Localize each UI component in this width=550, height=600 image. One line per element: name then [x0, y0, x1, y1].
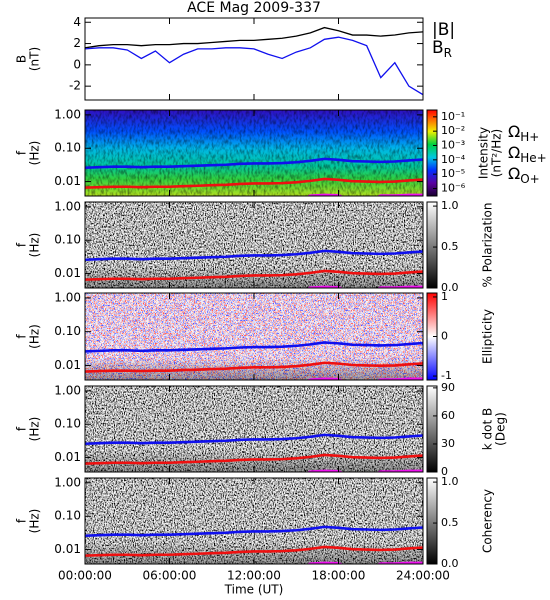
y-tick-label: 1.00 — [54, 199, 81, 213]
y-axis-label: (nT) — [28, 47, 42, 71]
colorbar-tick-label: 0 — [441, 465, 448, 478]
y-tick-label: 0 — [73, 57, 81, 71]
legend-entry: ΩO+ — [508, 164, 540, 186]
gyrofrequency-line — [85, 249, 423, 262]
colorbar-tick-label: 10⁻⁶ — [441, 182, 466, 195]
colorbar-label: k dot B — [481, 408, 495, 450]
y-axis-label: f — [15, 426, 29, 431]
colorbar-label: (Deg) — [494, 412, 508, 446]
colorbar-tick-label: 90 — [441, 381, 455, 394]
colorbar — [426, 477, 438, 565]
y-tick-label: 1.00 — [54, 383, 81, 397]
y-tick-label: 1.00 — [54, 107, 81, 121]
gyrofrequency-line — [85, 341, 423, 353]
y-tick-label: 0.10 — [54, 141, 81, 155]
colorbar — [426, 201, 438, 289]
data-line — [85, 36, 423, 96]
plot-frame — [84, 385, 424, 473]
x-tick-label: 18:00:00 — [312, 569, 366, 583]
gyrofrequency-line — [85, 361, 423, 373]
colorbar-tick-label: 0.0 — [441, 281, 459, 294]
y-axis-label: B — [15, 55, 29, 63]
y-tick-label: 0.10 — [54, 233, 81, 247]
chart-title: ACE Mag 2009-337 — [187, 0, 321, 16]
y-axis-label: (Hz) — [28, 417, 42, 442]
colorbar — [426, 109, 438, 197]
y-tick-label: 0.01 — [54, 542, 81, 556]
plot-frame — [84, 17, 424, 101]
gyrofrequency-line — [85, 453, 423, 465]
colorbar-tick-label: 0.5 — [441, 516, 459, 529]
gyrofrequency-line — [85, 177, 423, 189]
colorbar-tick-label: 0.5 — [441, 240, 459, 253]
y-axis-label: f — [15, 150, 29, 155]
x-tick-label: 06:00:00 — [143, 569, 197, 583]
colorbar-tick-label: 10⁻⁵ — [441, 167, 465, 180]
colorbar-tick-label: 10⁻³ — [441, 139, 465, 152]
y-tick-label: 0.01 — [54, 358, 81, 372]
colorbar-label: % Polarization — [481, 203, 495, 288]
colorbar — [426, 385, 438, 473]
x-tick-label: 12:00:00 — [227, 569, 281, 583]
colorbar-tick-label: 1 — [441, 290, 448, 303]
y-tick-label: 0.10 — [54, 417, 81, 431]
colorbar-tick-label: 0 — [441, 330, 448, 343]
legend-entry: ΩH+ — [508, 122, 539, 144]
plot-frame — [84, 292, 424, 381]
colorbar-tick-label: 10⁻² — [441, 124, 465, 137]
colorbar-tick-label: 1.0 — [441, 199, 459, 212]
colorbar-tick-label: 10⁻¹ — [441, 110, 465, 123]
x-tick-label: 00:00:00 — [58, 569, 112, 583]
gyrofrequency-line — [85, 525, 423, 538]
data-line — [85, 26, 423, 49]
y-tick-label: 1.00 — [54, 475, 81, 489]
colorbar-label: Intensity — [477, 127, 491, 179]
colorbar-label: (nT²/Hz) — [490, 129, 504, 177]
y-axis-label: f — [15, 518, 29, 523]
gyrofrequency-line — [85, 545, 423, 557]
legend-entry: BR — [432, 38, 452, 60]
x-tick-label: 24:00:00 — [396, 569, 450, 583]
colorbar-tick-label: -1 — [441, 369, 452, 382]
y-axis-label: (Hz) — [28, 233, 42, 258]
gyrofrequency-line — [85, 269, 423, 281]
y-axis-label: (Hz) — [28, 141, 42, 166]
colorbar-tick-label: 1.0 — [441, 475, 459, 488]
y-tick-label: 0.10 — [54, 509, 81, 523]
colorbar-label: Ellipticity — [481, 309, 495, 364]
x-axis-label: Time (UT) — [224, 583, 284, 597]
y-tick-label: 1.00 — [54, 290, 81, 304]
y-tick-label: 0.01 — [54, 174, 81, 188]
plot-frame — [84, 109, 424, 197]
y-tick-label: 0.10 — [54, 324, 81, 338]
y-tick-label: 2 — [73, 36, 81, 50]
y-tick-label: -2 — [69, 79, 81, 93]
plot-frame — [84, 201, 424, 289]
colorbar-tick-label: 30 — [441, 437, 455, 450]
y-axis-label: f — [15, 242, 29, 247]
legend-entry: |B| — [432, 20, 455, 40]
colorbar-tick-label: 10⁻⁴ — [441, 153, 466, 166]
y-tick-label: 0.01 — [54, 450, 81, 464]
colorbar-tick-label: 0.0 — [441, 557, 459, 570]
gyrofrequency-line — [85, 433, 423, 446]
y-tick-label: 0.01 — [54, 266, 81, 280]
colorbar-tick-label: 60 — [441, 409, 455, 422]
colorbar-label: Coherency — [481, 489, 495, 553]
y-axis-label: f — [15, 334, 29, 339]
y-axis-label: (Hz) — [28, 324, 42, 349]
plot-frame — [84, 477, 424, 565]
gyrofrequency-line — [85, 157, 423, 170]
legend-entry: ΩHe+ — [508, 143, 547, 165]
y-tick-label: 4 — [73, 15, 81, 29]
y-axis-label: (Hz) — [28, 509, 42, 534]
